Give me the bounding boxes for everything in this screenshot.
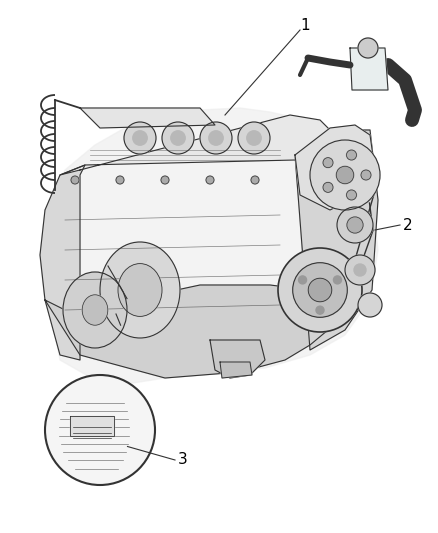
Polygon shape	[70, 416, 114, 435]
Text: 1: 1	[300, 18, 310, 33]
Circle shape	[310, 140, 380, 210]
Circle shape	[346, 150, 357, 160]
Circle shape	[323, 182, 333, 192]
Circle shape	[161, 176, 169, 184]
Ellipse shape	[100, 242, 180, 338]
Circle shape	[308, 278, 332, 302]
Circle shape	[209, 131, 223, 145]
Circle shape	[337, 207, 373, 243]
Circle shape	[133, 131, 147, 145]
Circle shape	[358, 293, 382, 317]
Circle shape	[171, 131, 185, 145]
Circle shape	[278, 248, 362, 332]
Polygon shape	[60, 115, 340, 175]
Polygon shape	[350, 48, 388, 90]
Circle shape	[361, 170, 371, 180]
Polygon shape	[220, 362, 252, 378]
Circle shape	[238, 122, 270, 154]
Text: 3: 3	[178, 453, 188, 467]
Polygon shape	[80, 108, 215, 128]
Circle shape	[71, 176, 79, 184]
Circle shape	[354, 264, 366, 276]
Circle shape	[347, 217, 363, 233]
Circle shape	[316, 306, 324, 314]
Text: 2: 2	[403, 217, 413, 232]
Circle shape	[358, 38, 378, 58]
Polygon shape	[40, 108, 378, 385]
Polygon shape	[295, 125, 375, 210]
Circle shape	[116, 176, 124, 184]
Circle shape	[345, 255, 375, 285]
Ellipse shape	[118, 264, 162, 317]
Circle shape	[247, 131, 261, 145]
Polygon shape	[210, 340, 265, 378]
Ellipse shape	[82, 295, 108, 325]
Polygon shape	[40, 165, 85, 360]
Circle shape	[251, 176, 259, 184]
Circle shape	[333, 276, 342, 284]
Polygon shape	[45, 285, 345, 378]
Circle shape	[206, 176, 214, 184]
Circle shape	[45, 375, 155, 485]
Circle shape	[336, 166, 354, 184]
Circle shape	[299, 276, 307, 284]
Circle shape	[200, 122, 232, 154]
Circle shape	[323, 158, 333, 168]
Circle shape	[162, 122, 194, 154]
Circle shape	[293, 263, 347, 317]
Ellipse shape	[63, 272, 127, 348]
Circle shape	[346, 190, 357, 200]
Circle shape	[124, 122, 156, 154]
Polygon shape	[295, 130, 378, 350]
